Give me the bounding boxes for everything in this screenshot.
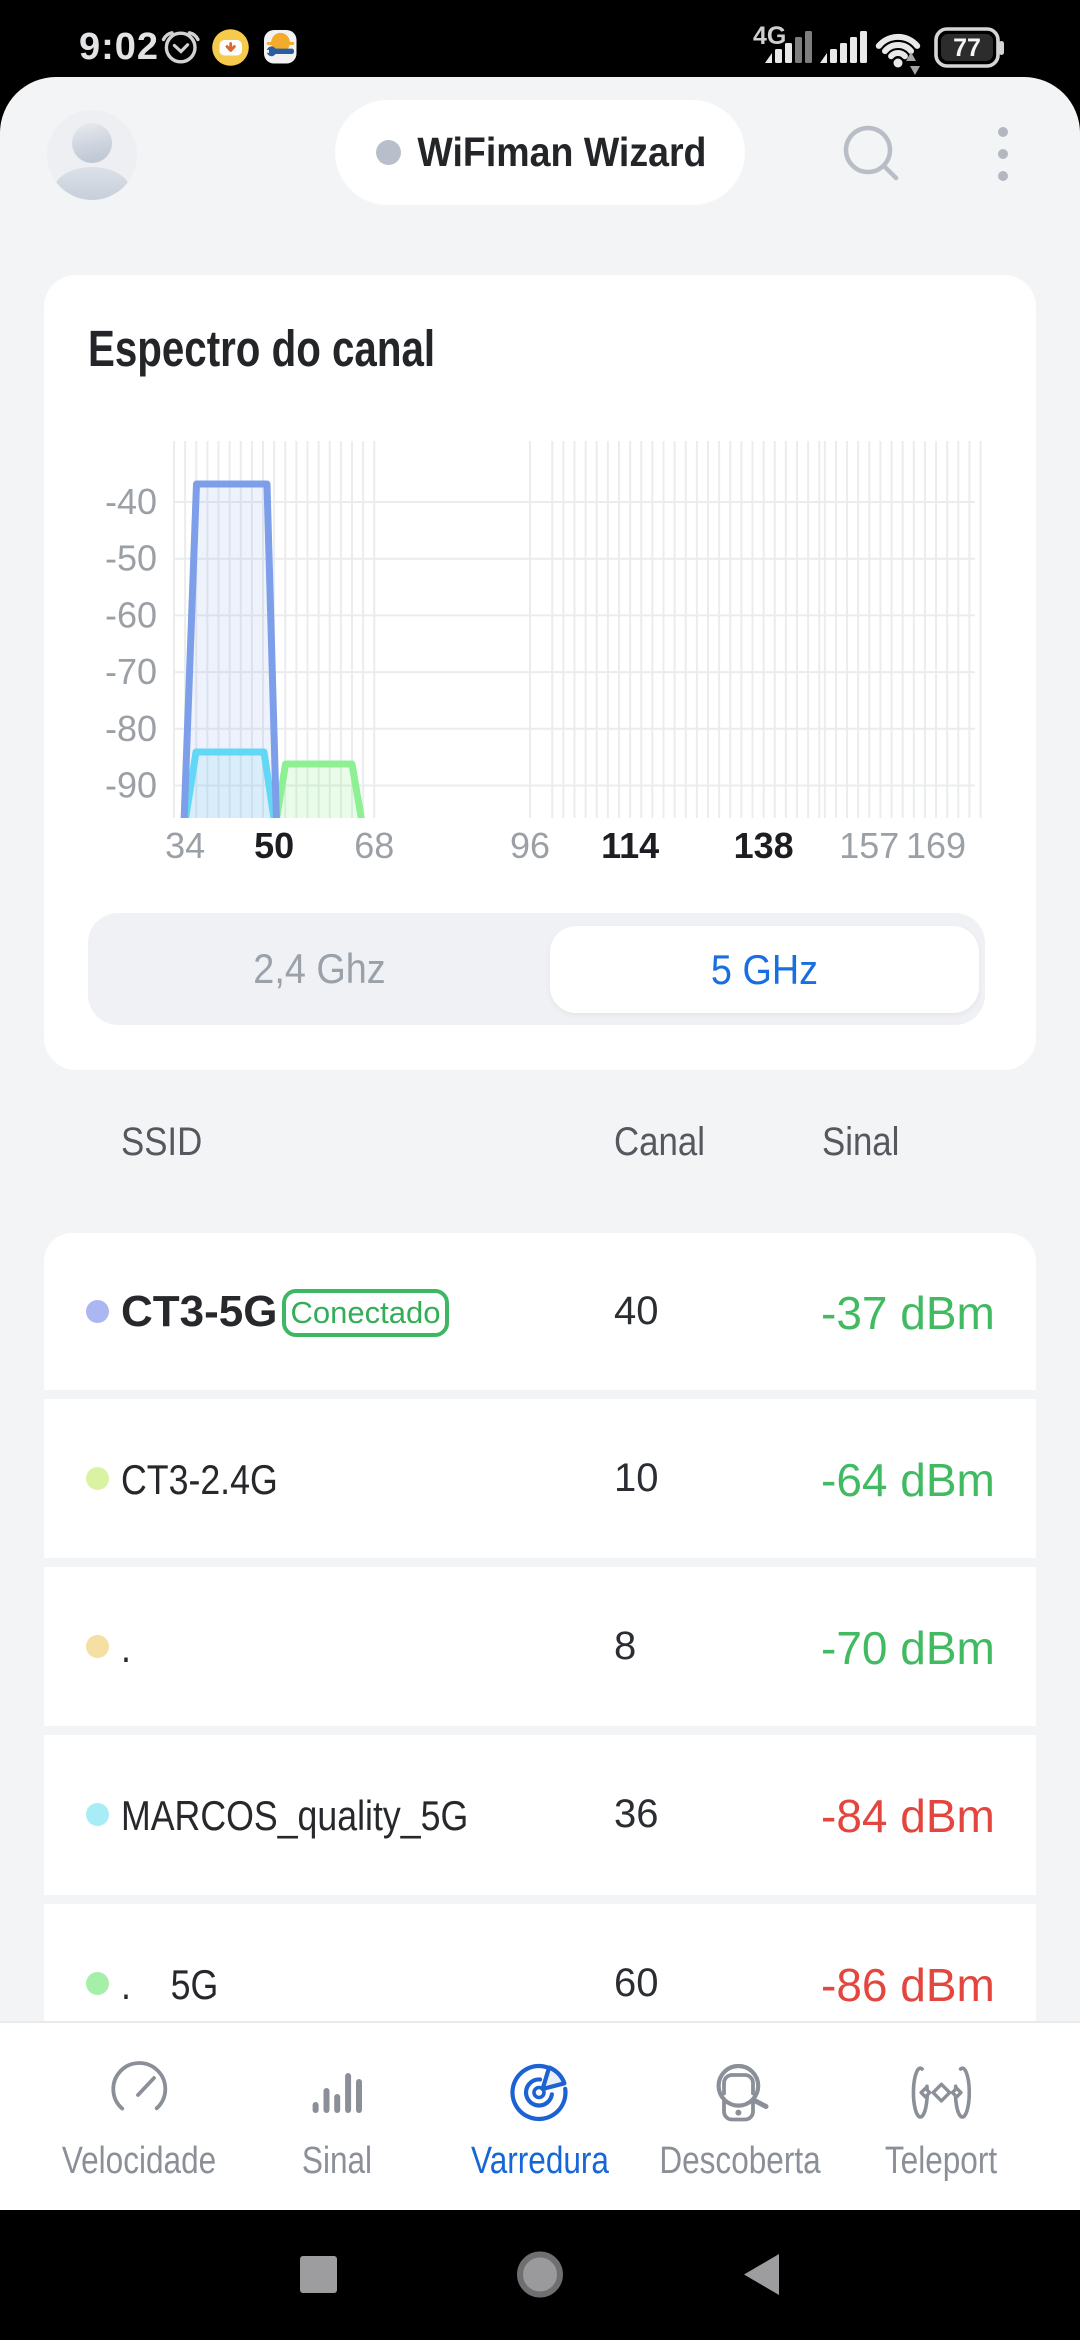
svg-text:-70: -70 xyxy=(105,651,157,692)
svg-text:68: 68 xyxy=(354,825,394,866)
svg-text:96: 96 xyxy=(510,825,550,866)
svg-text:34: 34 xyxy=(165,825,205,866)
svg-text:-60: -60 xyxy=(105,594,157,635)
svg-text:-40: -40 xyxy=(105,481,157,522)
svg-text:77: 77 xyxy=(953,34,981,62)
svg-text:-90: -90 xyxy=(105,765,157,806)
svg-text:-50: -50 xyxy=(105,538,157,579)
svg-text:169: 169 xyxy=(906,825,966,866)
svg-text:50: 50 xyxy=(254,825,294,866)
svg-text:157: 157 xyxy=(839,825,899,866)
svg-text:138: 138 xyxy=(734,825,794,866)
svg-text:114: 114 xyxy=(601,825,659,866)
svg-text:-80: -80 xyxy=(105,708,157,749)
